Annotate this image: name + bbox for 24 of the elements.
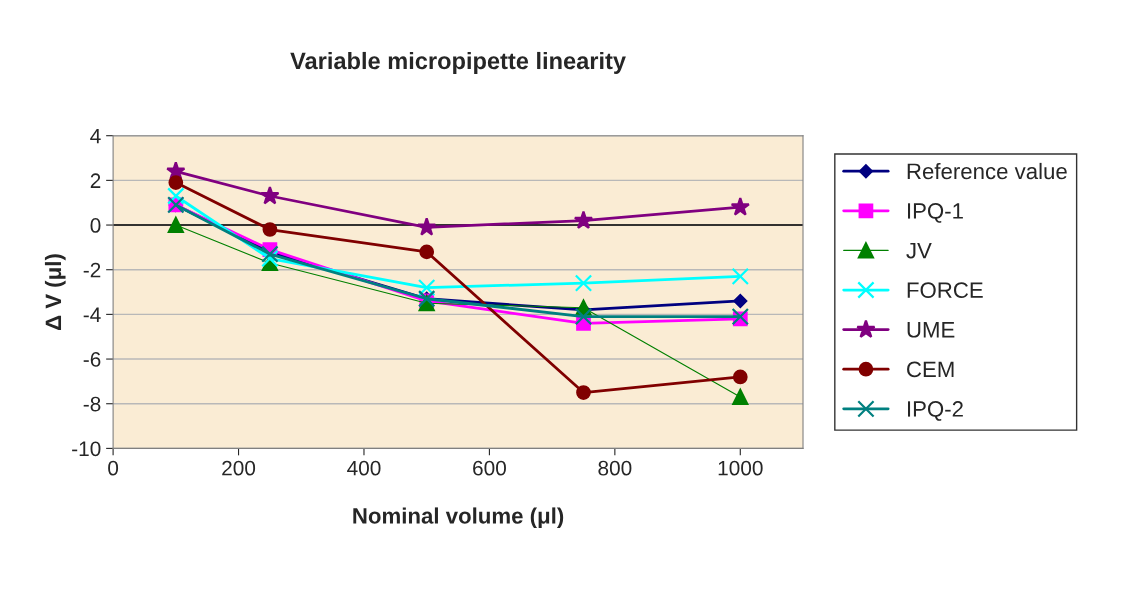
x-tick-label: 200 [222,460,256,476]
legend-label: Reference value [907,162,1067,180]
y-tick-label: 2 [90,173,101,188]
chart-title: Variable micropipette linearity [290,51,626,74]
y-axis-title: Δ V (μl) [44,254,66,331]
y-tick-label: 4 [90,128,101,144]
x-axis-title: Nominal volume (μl) [353,507,564,529]
x-tick-label: 1000 [718,460,763,476]
x-tick-label: 0 [108,460,119,476]
legend-label: JV [906,242,932,259]
y-tick-label: -6 [83,352,101,367]
x-tick-label: 400 [347,460,381,476]
y-tick-label: 0 [90,218,101,233]
legend-label: FORCE [907,282,983,299]
legend-label: IPQ-1 [907,203,963,223]
legend-label: IPQ-2 [907,401,963,421]
legend-label: CEM [907,361,954,378]
y-tick-label: -4 [83,307,101,322]
y-tick-label: -2 [83,262,101,278]
x-tick-label: 800 [598,460,632,476]
x-tick-label: 600 [473,460,506,476]
y-tick-label: -10 [72,441,101,457]
y-tick-label: -8 [83,396,101,412]
legend-label: UME [907,322,955,338]
